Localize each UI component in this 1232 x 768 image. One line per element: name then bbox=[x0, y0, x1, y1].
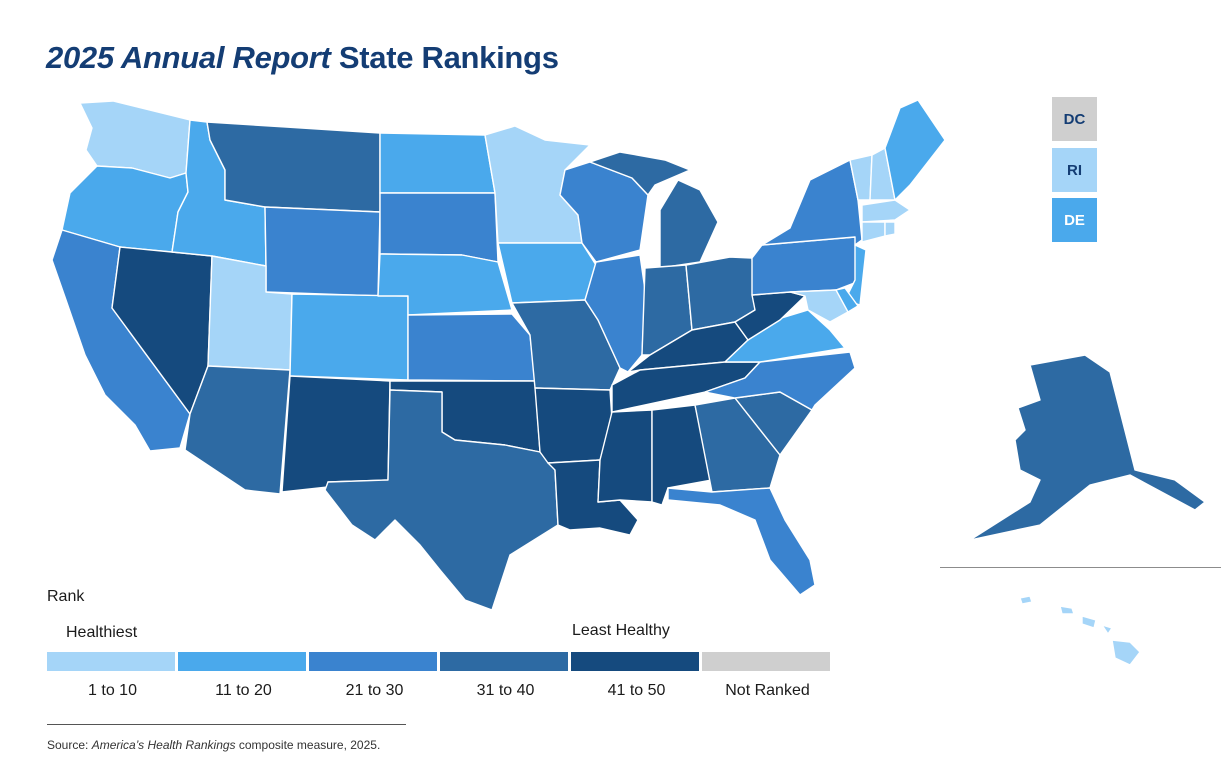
legend-swatch-31-40 bbox=[440, 652, 568, 671]
title-regular: State Rankings bbox=[330, 40, 559, 75]
legend-label-41-50: 41 to 50 bbox=[607, 682, 666, 699]
state-ar[interactable] bbox=[534, 387, 613, 464]
state-sd[interactable] bbox=[379, 192, 499, 263]
state-ct[interactable] bbox=[861, 221, 886, 243]
state-az[interactable] bbox=[184, 365, 291, 495]
source-divider bbox=[47, 724, 406, 725]
legend-title: Rank bbox=[47, 588, 85, 605]
state-ga[interactable] bbox=[694, 397, 781, 493]
legend-label-not-ranked: Not Ranked bbox=[725, 682, 810, 699]
state-hi[interactable] bbox=[1019, 595, 1141, 666]
page-title: 2025 Annual Report State Rankings bbox=[46, 40, 559, 76]
state-co[interactable] bbox=[289, 293, 409, 381]
state-ri[interactable] bbox=[884, 221, 896, 237]
state-nm[interactable] bbox=[281, 375, 391, 493]
source-note: Source: America’s Health Rankings compos… bbox=[47, 738, 380, 752]
legend-color-bar bbox=[47, 652, 833, 671]
state-wy[interactable] bbox=[264, 206, 381, 297]
state-nd[interactable] bbox=[379, 132, 496, 194]
legend-swatch-21-30 bbox=[309, 652, 437, 671]
state-ny[interactable] bbox=[761, 159, 863, 246]
legend-swatch-41-50 bbox=[571, 652, 699, 671]
state-mt[interactable] bbox=[206, 121, 381, 213]
state-ks[interactable] bbox=[407, 313, 536, 382]
source-italic: America’s Health Rankings bbox=[91, 738, 236, 752]
state-tx[interactable] bbox=[324, 389, 559, 611]
source-suffix: composite measure, 2025. bbox=[235, 738, 381, 752]
legend-label-31-40: 31 to 40 bbox=[476, 682, 535, 699]
legend-least-healthy-label: Least Healthy bbox=[572, 622, 670, 639]
title-italic: 2025 Annual Report bbox=[46, 40, 331, 75]
state-de[interactable] bbox=[835, 287, 859, 313]
legend-label-1-10: 1 to 10 bbox=[88, 682, 137, 699]
state-nc[interactable] bbox=[704, 351, 856, 411]
legend-swatch-11-20 bbox=[178, 652, 306, 671]
state-ne[interactable] bbox=[377, 253, 513, 316]
state-ia[interactable] bbox=[497, 242, 597, 304]
alaska-divider bbox=[940, 567, 1221, 568]
legend-label-21-30: 21 to 30 bbox=[345, 682, 404, 699]
state-fl[interactable] bbox=[667, 487, 816, 596]
legend-label-11-20: 11 to 20 bbox=[215, 682, 272, 699]
state-box-dc[interactable]: DC bbox=[1052, 97, 1097, 141]
state-me[interactable] bbox=[884, 99, 946, 201]
state-box-de[interactable]: DE bbox=[1052, 198, 1097, 242]
legend-labels: 1 to 10 11 to 20 21 to 30 31 to 40 41 to… bbox=[47, 682, 833, 700]
legend-swatch-1-10 bbox=[47, 652, 175, 671]
state-ak[interactable] bbox=[969, 354, 1206, 541]
state-box-ri[interactable]: RI bbox=[1052, 148, 1097, 192]
legend-swatch-not-ranked bbox=[702, 652, 830, 671]
state-pa[interactable] bbox=[751, 236, 863, 296]
legend-healthiest-label: Healthiest bbox=[66, 624, 138, 641]
source-prefix: Source: bbox=[47, 738, 92, 752]
state-ma[interactable] bbox=[861, 199, 911, 223]
